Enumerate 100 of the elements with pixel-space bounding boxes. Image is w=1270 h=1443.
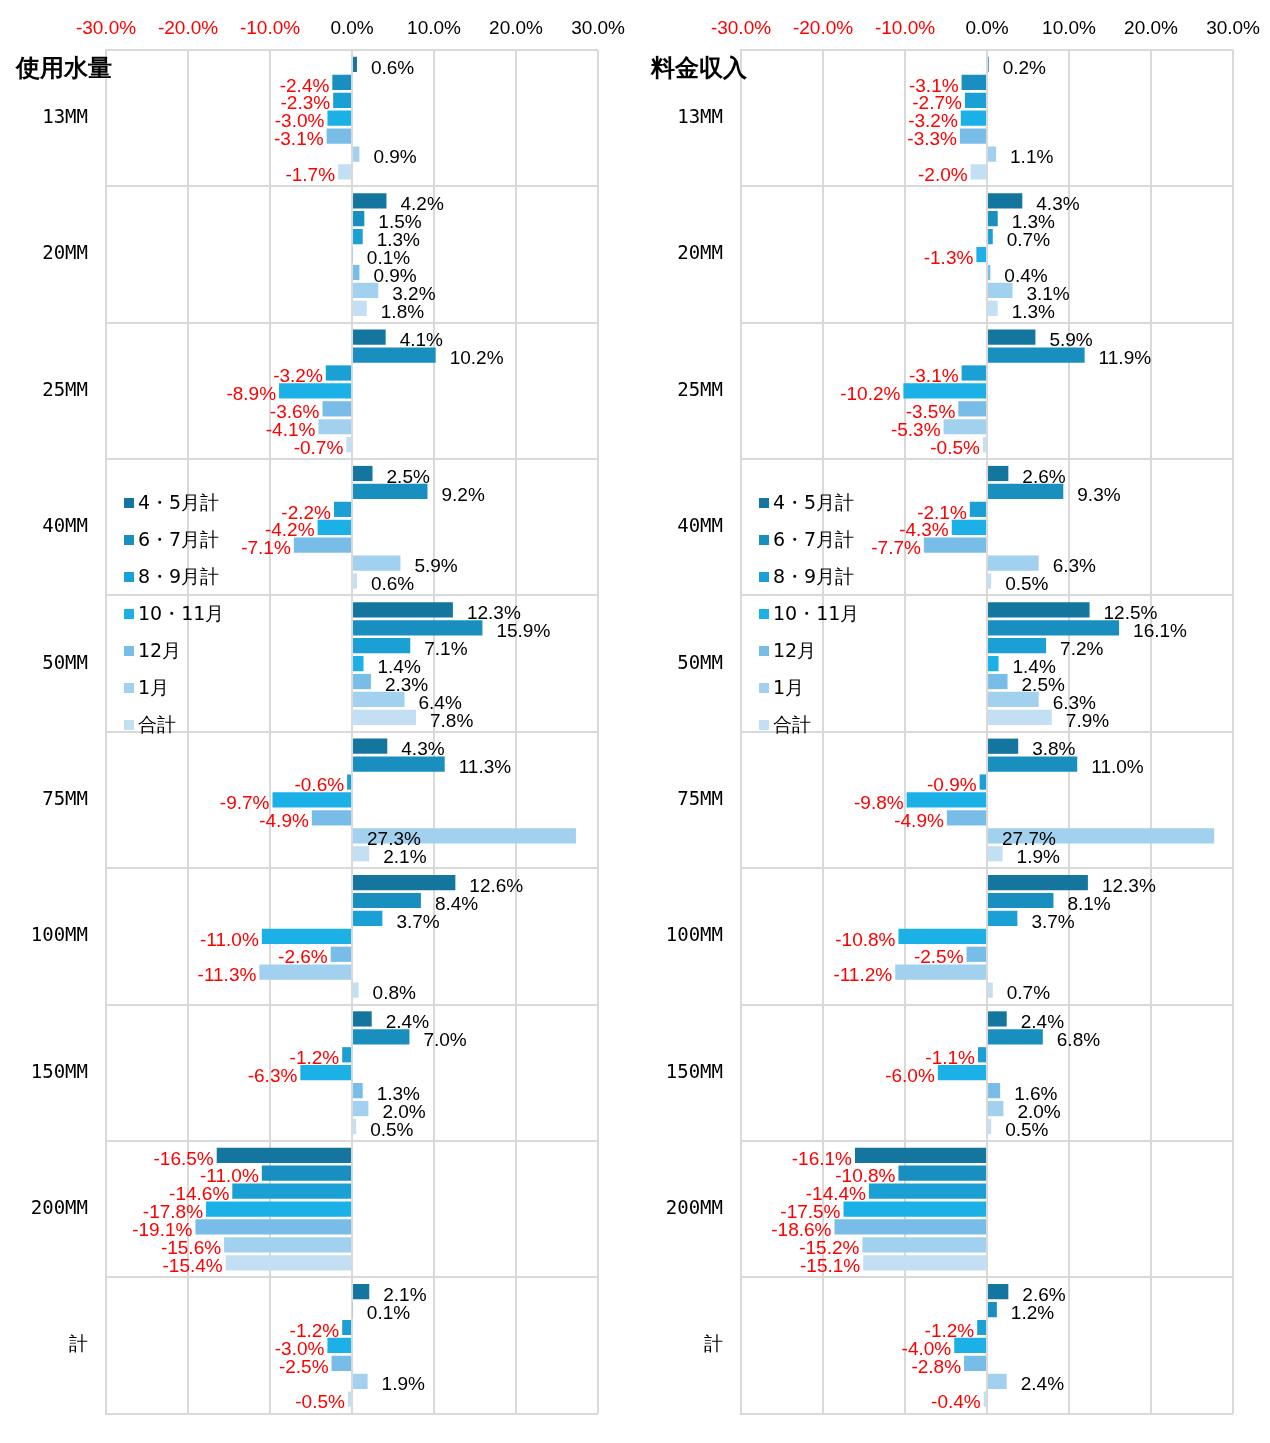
bar <box>988 1284 1009 1300</box>
bar <box>951 519 987 535</box>
x-tick-label: -10.0% <box>239 16 301 38</box>
y-tick-label: 200MM <box>665 1196 723 1218</box>
bar <box>353 329 386 345</box>
data-label: 7.1% <box>424 637 468 659</box>
bar <box>353 1100 369 1117</box>
bar <box>232 1183 352 1199</box>
data-label: 7.2% <box>1060 637 1104 659</box>
bar <box>946 810 987 826</box>
bar <box>325 365 352 381</box>
y-tick-label: 50MM <box>677 650 723 673</box>
bar <box>966 946 987 962</box>
bar <box>988 1301 997 1318</box>
x-tick-label: -30.0% <box>75 16 137 38</box>
data-label: 2.6% <box>1022 465 1066 487</box>
bar <box>988 465 1009 482</box>
bar <box>353 892 421 909</box>
bar <box>259 964 352 980</box>
bar <box>988 1029 1043 1045</box>
bar <box>961 365 987 381</box>
bar <box>353 982 359 998</box>
bar <box>353 638 411 654</box>
bar <box>353 910 383 927</box>
data-label: -2.5% <box>913 946 964 968</box>
y-tick-label: 25MM <box>42 377 88 400</box>
bar <box>988 146 997 162</box>
bar <box>988 982 993 998</box>
bar <box>224 1237 352 1253</box>
data-label: 11.0% <box>1091 756 1144 778</box>
legend-label: 10・11月 <box>773 601 860 626</box>
bar <box>347 1391 352 1407</box>
bar <box>326 128 352 144</box>
data-label: 5.9% <box>414 555 458 577</box>
bar <box>225 1255 352 1271</box>
bar <box>903 383 987 399</box>
bar <box>353 828 576 844</box>
data-label: 9.2% <box>441 483 485 505</box>
y-tick-label: 100MM <box>30 923 88 946</box>
x-tick-label: 10.0% <box>1042 16 1097 38</box>
bar <box>988 1100 1004 1117</box>
legend-label: 合計 <box>138 712 176 737</box>
bar <box>342 1047 352 1063</box>
bar <box>988 828 1215 844</box>
bar <box>977 1319 987 1336</box>
bar <box>331 1355 352 1371</box>
bar <box>353 1118 357 1135</box>
bar <box>353 573 357 589</box>
bar <box>834 1219 987 1235</box>
bar <box>333 501 352 517</box>
data-label: 4.1% <box>399 329 444 351</box>
bar <box>988 329 1036 345</box>
bar <box>988 756 1078 772</box>
legend-label: 1月 <box>773 675 805 700</box>
x-tick-label: 20.0% <box>489 16 544 38</box>
y-tick-label: 40MM <box>677 514 723 537</box>
bar <box>330 946 352 962</box>
bar <box>300 1065 352 1081</box>
bar <box>979 774 987 790</box>
bar <box>353 620 483 636</box>
bar <box>346 437 352 453</box>
data-label: 1.9% <box>381 1373 426 1395</box>
bar <box>978 1047 987 1063</box>
bar <box>261 928 352 944</box>
bar <box>982 437 987 453</box>
bar <box>906 792 987 808</box>
bar <box>332 74 352 90</box>
legend-label: 12月 <box>773 638 817 663</box>
bar <box>353 691 405 708</box>
x-tick-label: -20.0% <box>157 16 219 38</box>
bar <box>868 1183 987 1199</box>
bar <box>988 892 1054 909</box>
bar <box>988 709 1052 725</box>
chart-title: 料金収入 <box>651 53 747 84</box>
bar <box>988 193 1023 209</box>
bar <box>863 1255 987 1271</box>
legend-label: 12月 <box>138 638 182 663</box>
bar <box>923 537 987 553</box>
bar <box>353 146 360 162</box>
chart-title: 使用水量 <box>16 53 112 84</box>
y-tick-label: 75MM <box>677 786 723 809</box>
data-label: 0.6% <box>370 56 415 78</box>
bar <box>353 347 436 363</box>
bar <box>272 792 352 808</box>
data-label: 0.9% <box>373 146 417 168</box>
bar <box>353 709 416 725</box>
data-label: 0.2% <box>1002 56 1047 78</box>
data-label: 0.7% <box>1006 982 1051 1004</box>
legend-label: 4・5月計 <box>138 490 220 515</box>
data-label: -1.3% <box>923 246 974 268</box>
legend-label: 6・7月計 <box>773 527 855 552</box>
bar <box>988 300 998 316</box>
bar <box>988 347 1085 363</box>
bar <box>353 673 371 690</box>
bar <box>988 555 1039 571</box>
y-tick-label: 50MM <box>42 650 88 673</box>
bar <box>937 1065 987 1081</box>
bar <box>988 483 1064 500</box>
bar <box>988 229 993 245</box>
bar <box>988 846 1003 862</box>
